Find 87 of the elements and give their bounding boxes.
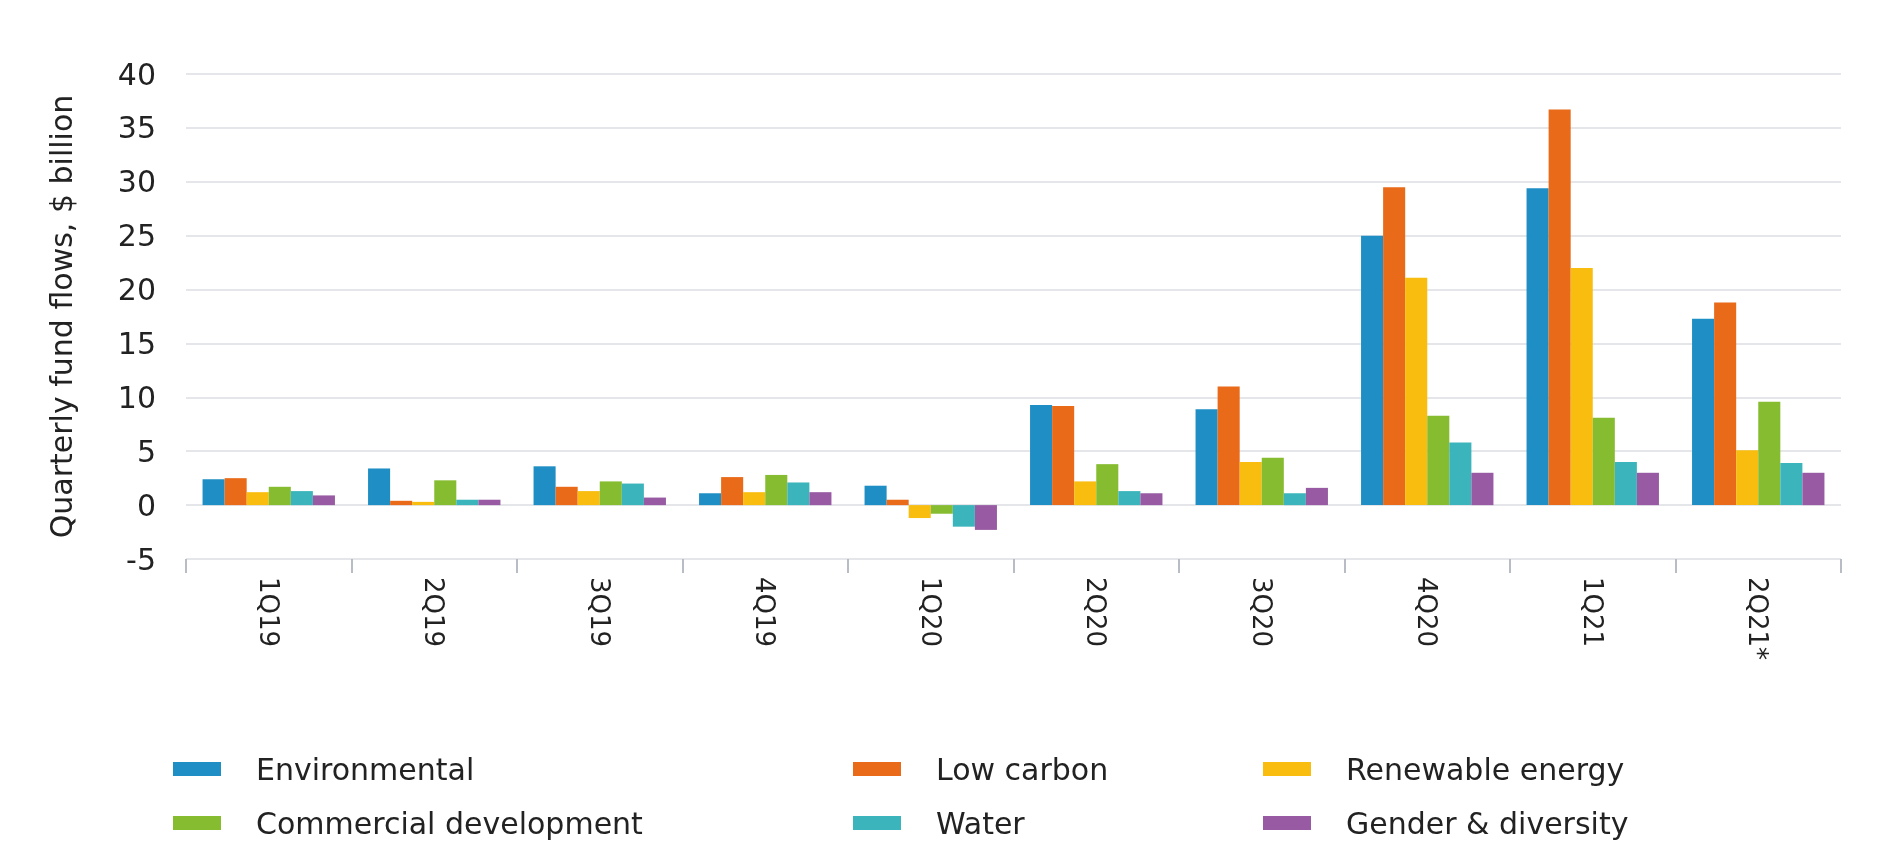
bar [290, 491, 313, 506]
bar [1261, 457, 1284, 506]
bar [1074, 481, 1097, 506]
x-tick-label: 2Q20 [1081, 577, 1112, 648]
bar [1140, 493, 1163, 506]
bar [577, 491, 600, 506]
x-tick-label: 2Q19 [419, 577, 450, 648]
bar [1118, 491, 1141, 506]
bar [1736, 450, 1759, 506]
bar [1548, 109, 1571, 506]
bar [621, 483, 644, 506]
x-tick-label: 1Q19 [253, 577, 284, 648]
bar [1030, 404, 1053, 506]
x-tick-label: 4Q19 [750, 577, 781, 648]
y-tick-label: 20 [117, 272, 156, 308]
bar [1592, 417, 1615, 506]
x-tick-label: 1Q20 [915, 577, 946, 648]
y-tick-label: 10 [117, 379, 156, 415]
bar [886, 499, 909, 506]
x-tick-label: 1Q21 [1577, 577, 1608, 648]
bar [1096, 464, 1119, 506]
bar [390, 500, 413, 506]
y-tick-label: 0 [136, 487, 156, 523]
bar [246, 492, 269, 506]
bar [643, 497, 666, 506]
bar [268, 486, 291, 506]
bar [721, 477, 744, 506]
bar [533, 466, 556, 506]
x-tick-label: 3Q20 [1246, 577, 1277, 648]
y-tick-label: 5 [136, 433, 156, 469]
bar [952, 505, 975, 527]
y-tick-label: 35 [117, 110, 156, 146]
legend-label: Low carbon [936, 751, 1109, 787]
bar [478, 499, 501, 506]
bar [787, 482, 810, 506]
bar [1802, 472, 1825, 506]
bar [1614, 462, 1637, 506]
y-tick-label: -5 [126, 541, 156, 577]
bar [1780, 463, 1803, 506]
bar [1361, 235, 1384, 506]
bar [864, 485, 887, 506]
y-tick-label: 40 [117, 56, 156, 92]
bar [930, 505, 953, 514]
bar [743, 492, 766, 506]
bar [1714, 302, 1737, 506]
bar [1217, 386, 1240, 506]
bar [1283, 493, 1306, 506]
bar [1758, 401, 1781, 506]
legend-label: Renewable energy [1346, 751, 1625, 787]
bar [202, 479, 225, 506]
bar [456, 499, 479, 506]
bar [699, 493, 722, 506]
x-tick-label: 4Q20 [1412, 577, 1443, 648]
bar [1405, 277, 1428, 506]
bar [1305, 487, 1328, 506]
bar [599, 481, 622, 506]
legend-label: Water [936, 805, 1026, 841]
bar [1692, 318, 1715, 506]
y-tick-label: 30 [117, 164, 156, 200]
bar [1427, 415, 1450, 506]
bar [434, 480, 457, 506]
y-tick-label: 15 [117, 325, 156, 361]
bar [1195, 409, 1218, 506]
bar [1449, 442, 1472, 506]
bar [1471, 472, 1494, 506]
bar [908, 505, 931, 519]
bar [1052, 405, 1075, 506]
legend-label: Environmental [256, 751, 475, 787]
bar [224, 478, 247, 506]
bar [974, 505, 997, 530]
y-tick-label: 25 [117, 218, 156, 254]
bar [1239, 462, 1262, 506]
bar [412, 501, 435, 506]
bar [1526, 188, 1549, 506]
x-tick-label: 2Q21* [1743, 577, 1774, 661]
bar [1383, 187, 1406, 506]
y-axis-title: Quarterly fund flows, $ billion [43, 94, 79, 539]
legend-label: Commercial development [256, 805, 644, 841]
bar [368, 468, 391, 506]
bar [1570, 268, 1593, 506]
bar [555, 486, 578, 506]
legend-label: Gender & diversity [1346, 805, 1629, 841]
bar [1636, 472, 1659, 506]
bar [809, 492, 832, 506]
bar [312, 495, 335, 506]
bar [765, 474, 788, 506]
x-tick-label: 3Q19 [584, 577, 615, 648]
